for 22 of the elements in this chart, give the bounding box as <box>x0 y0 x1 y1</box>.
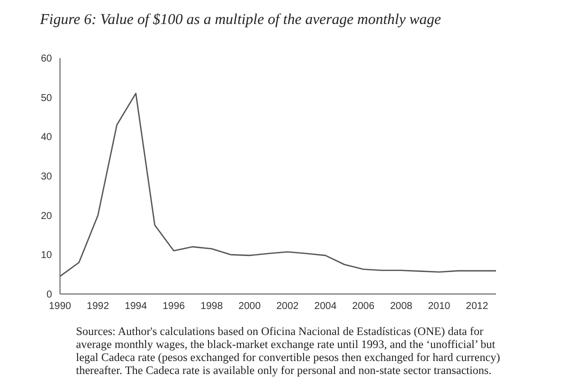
x-tick-label: 1996 <box>162 301 186 312</box>
x-tick-label: 1990 <box>48 301 72 312</box>
y-tick-label: 40 <box>40 132 52 144</box>
source-note: Sources: Author's calculations based on Oficina Nacional de Estadísticas (ONE) data for average monthly wages, the black-market exchange rate until 1993, and the ‘unofficial’ but legal Cadeca rate (pesos exchanged for convertible pesos then exchanged for hard currency) thereafter. The Cadeca rate is available only for personal and non-state sector transactions. <box>76 326 502 378</box>
y-tick-label: 60 <box>40 54 52 65</box>
x-tick-label: 2000 <box>238 301 262 312</box>
y-tick-label: 10 <box>40 250 52 262</box>
line-series <box>60 92 496 277</box>
x-tick-label: 2010 <box>428 301 451 312</box>
y-tick-label: 0 <box>46 290 52 301</box>
x-tick-label: 2002 <box>276 301 300 312</box>
y-tick-label: 20 <box>40 210 52 222</box>
x-tick-label: 1992 <box>86 301 110 312</box>
y-tick-label: 30 <box>40 172 52 183</box>
x-tick-label: 2012 <box>466 301 489 312</box>
x-tick-label: 2004 <box>314 301 337 312</box>
x-tick-label: 1998 <box>200 301 224 312</box>
chart-title: Figure 6: Value of $100 as a multiple of the average monthly wage <box>40 12 442 29</box>
x-tick-label: 2008 <box>390 301 413 312</box>
x-tick-label: 1994 <box>124 301 148 312</box>
y-tick-label: 50 <box>40 92 52 104</box>
x-tick-label: 2006 <box>352 301 375 312</box>
